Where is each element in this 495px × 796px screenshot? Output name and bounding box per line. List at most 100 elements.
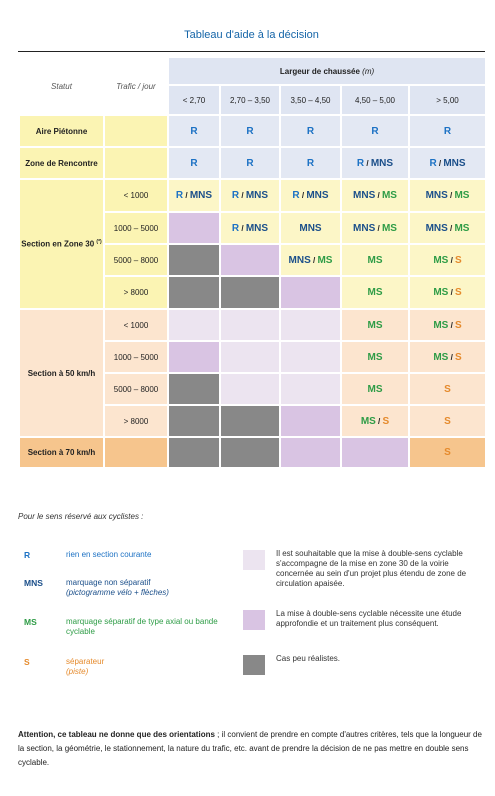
decision-cell: MS / S bbox=[340, 404, 410, 438]
traffic-label: 5000 – 8000 bbox=[103, 243, 169, 277]
traffic-label: 5000 – 8000 bbox=[103, 372, 169, 406]
decision-cell: R / MNS bbox=[407, 146, 488, 180]
table-row: Section à 70 km/h S bbox=[18, 436, 488, 469]
header-largeur: Largeur de chaussée (m) bbox=[166, 56, 488, 86]
decision-cell: R / MNS bbox=[167, 178, 221, 213]
column-header-5: > 5,00 bbox=[407, 84, 488, 116]
traffic-label: > 8000 bbox=[103, 275, 169, 310]
decision-cell bbox=[219, 243, 281, 277]
legend-swatch bbox=[243, 655, 265, 675]
decision-cell: MS bbox=[340, 275, 410, 310]
decision-cell bbox=[167, 243, 221, 277]
decision-cell: R bbox=[167, 146, 221, 180]
decision-cell bbox=[167, 211, 221, 245]
decision-cell: MS / S bbox=[407, 275, 488, 310]
row-label-rencontre: Zone de Rencontre bbox=[18, 146, 105, 180]
decision-cell bbox=[219, 372, 281, 406]
table-row: 5000 – 8000 MS S bbox=[19, 372, 488, 406]
column-header-3: 3,50 – 4,50 bbox=[279, 84, 342, 116]
legend-text: rien en section courante bbox=[66, 550, 152, 559]
legend-swatch-text: Il est souhaitable que la mise à double-… bbox=[276, 549, 467, 588]
legend-code: S bbox=[24, 657, 30, 667]
traffic-label: 1000 – 5000 bbox=[103, 211, 169, 245]
decision-cell bbox=[219, 275, 281, 310]
legend-swatch bbox=[243, 610, 265, 630]
group-label-s50: Section à 50 km/h bbox=[18, 308, 105, 438]
header-statut: Statut bbox=[18, 56, 105, 116]
legend-code: MS bbox=[24, 617, 37, 627]
decision-cell: R / MNS bbox=[340, 146, 410, 180]
column-header-2: 2,70 – 3,50 bbox=[219, 84, 281, 116]
decision-cell: R bbox=[219, 146, 281, 180]
decision-cell: R bbox=[279, 146, 342, 180]
legend-swatch-text: La mise à double-sens cyclable nécessite… bbox=[276, 609, 462, 628]
decision-cell: MNS / MS bbox=[407, 178, 488, 213]
decision-cell: S bbox=[407, 372, 488, 406]
decision-cell bbox=[279, 308, 342, 342]
decision-cell bbox=[279, 340, 342, 374]
decision-cell bbox=[279, 404, 342, 438]
column-headers: < 2,70 2,70 – 3,50 3,50 – 4,50 4,50 – 5,00 >… bbox=[19, 84, 488, 116]
decision-cell bbox=[167, 308, 221, 342]
attention-note: Attention, ce tableau ne donne que des o… bbox=[18, 730, 482, 767]
table-row: Zone de Rencontre R R R R / MNS R / MNS bbox=[18, 146, 488, 180]
legend-text: séparateur (piste) bbox=[66, 657, 105, 676]
decision-cell: R / MNS bbox=[279, 178, 342, 213]
decision-cell: R bbox=[219, 114, 281, 148]
decision-cell bbox=[219, 436, 281, 469]
decision-cell: MS / S bbox=[407, 308, 488, 342]
decision-cell: MS bbox=[340, 340, 410, 374]
legend-swatch bbox=[243, 550, 265, 570]
decision-cell bbox=[279, 372, 342, 406]
table-body: Aire Piétonne R R R R R Zone de Rencontre R R R R … bbox=[18, 114, 488, 469]
decision-cell bbox=[167, 404, 221, 438]
decision-cell: R bbox=[279, 114, 342, 148]
row-label-aire: Aire Piétonne bbox=[18, 114, 105, 148]
decision-cell bbox=[279, 275, 342, 310]
decision-cell bbox=[167, 340, 221, 374]
decision-cell: MNS / MS bbox=[407, 211, 488, 245]
decision-cell: S bbox=[407, 404, 488, 438]
decision-cell: R bbox=[340, 114, 410, 148]
legend-intro: Pour le sens réservé aux cyclistes : bbox=[18, 512, 144, 521]
traffic-label: 1000 – 5000 bbox=[103, 340, 169, 374]
legend-text: marquage séparatif de type axial ou band… bbox=[66, 617, 218, 636]
table-row: Aire Piétonne R R R R R bbox=[18, 114, 488, 148]
legend-text: marquage non séparatif (pictogramme vélo … bbox=[66, 578, 169, 597]
decision-cell: R / MNS bbox=[219, 178, 281, 213]
decision-cell bbox=[279, 436, 342, 469]
table-row: Section à 50 km/h < 1000 MS MS / S bbox=[18, 308, 488, 438]
decision-cell bbox=[167, 275, 221, 310]
decision-cell bbox=[219, 308, 281, 342]
decision-cell: MS / S bbox=[407, 340, 488, 374]
decision-cell bbox=[167, 436, 221, 469]
decision-cell bbox=[219, 340, 281, 374]
traffic-empty bbox=[103, 436, 169, 469]
header-trafic: Trafic / jour bbox=[103, 56, 169, 116]
decision-cell: MNS / MS bbox=[340, 211, 410, 245]
table-row: 1000 – 5000 R / MNS MNS MNS / MS MNS / MS bbox=[19, 211, 488, 245]
decision-cell bbox=[340, 436, 410, 469]
column-header-4: 4,50 – 5,00 bbox=[340, 84, 410, 116]
traffic-empty bbox=[103, 146, 169, 180]
decision-cell bbox=[167, 372, 221, 406]
decision-cell: MS bbox=[340, 308, 410, 342]
traffic-label: < 1000 bbox=[103, 178, 169, 213]
decision-cell: MNS bbox=[279, 211, 342, 245]
group-label-zone30: Section en Zone 30 (*) bbox=[18, 178, 105, 310]
table-row: Section en Zone 30 (*) < 1000 R / MNS R / M… bbox=[18, 178, 488, 310]
table-row: > 8000 MS MS / S bbox=[19, 275, 488, 310]
row-label-s70: Section à 70 km/h bbox=[18, 436, 105, 469]
legend-code: R bbox=[24, 550, 31, 560]
decision-cell bbox=[219, 404, 281, 438]
table-row: 5000 – 8000 MNS / MS MS MS / S bbox=[19, 243, 488, 277]
traffic-empty bbox=[103, 114, 169, 148]
decision-table: Statut Trafic / jour Largeur de chaussée… bbox=[18, 56, 488, 469]
decision-cell: MNS / MS bbox=[340, 178, 410, 213]
decision-cell: R / MNS bbox=[219, 211, 281, 245]
decision-cell: S bbox=[407, 436, 488, 469]
decision-cell: R bbox=[167, 114, 221, 148]
traffic-label: < 1000 bbox=[103, 308, 169, 342]
decision-cell: R bbox=[407, 114, 488, 148]
column-header-1: < 2,70 bbox=[167, 84, 221, 116]
